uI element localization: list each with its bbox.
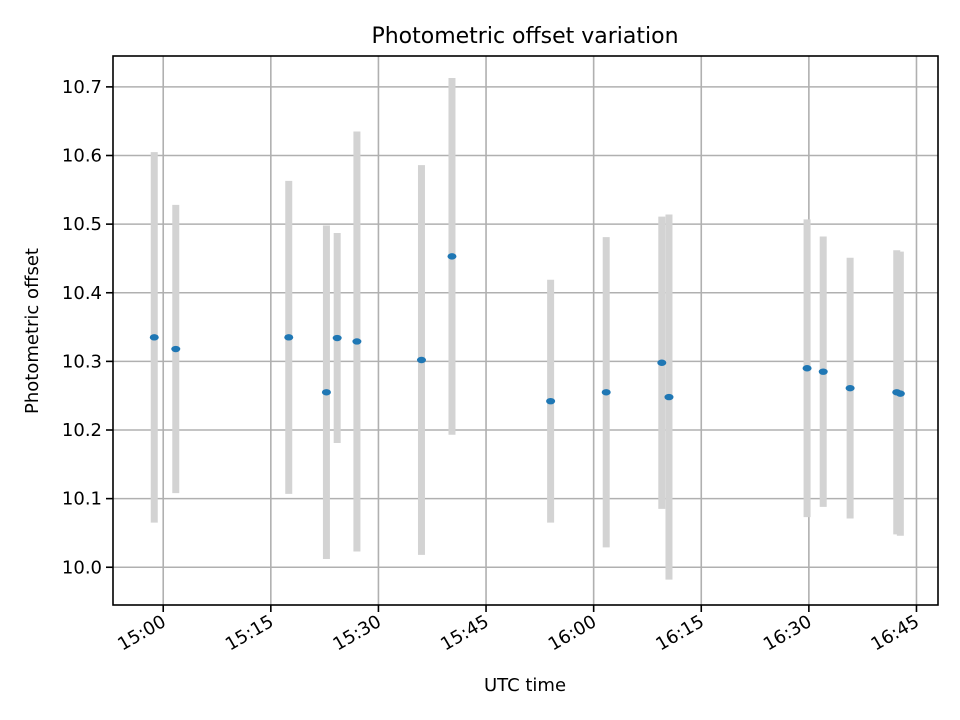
- data-point: [546, 397, 556, 405]
- data-point: [447, 253, 457, 260]
- data-point: [845, 384, 855, 392]
- data-points: [149, 253, 905, 405]
- data-point: [802, 365, 812, 372]
- y-axis-label: Photometric offset: [22, 248, 43, 414]
- y-tick-label: 10.3: [62, 351, 102, 372]
- grid: [113, 56, 938, 605]
- y-tick-label: 10.0: [62, 557, 102, 578]
- data-point: [332, 334, 342, 342]
- data-point: [657, 359, 667, 366]
- y-tick-label: 10.2: [62, 420, 102, 441]
- data-point: [171, 345, 181, 353]
- y-tick-label: 10.4: [62, 283, 102, 304]
- data-point: [895, 390, 905, 397]
- data-point: [818, 368, 828, 375]
- data-point: [664, 393, 674, 401]
- chart-title: Photometric offset variation: [371, 24, 678, 49]
- y-tick-label: 10.7: [62, 77, 102, 98]
- data-point: [284, 334, 294, 341]
- data-point: [321, 389, 331, 396]
- y-tick-label: 10.1: [62, 489, 102, 510]
- y-tick-label: 10.6: [62, 146, 102, 167]
- y-tick-label: 10.5: [62, 214, 102, 235]
- data-point: [601, 389, 611, 396]
- data-point: [352, 338, 362, 345]
- plot-frame: [112, 55, 939, 606]
- x-axis-label: UTC time: [484, 675, 566, 696]
- data-point: [149, 334, 159, 341]
- data-point: [416, 356, 426, 364]
- y-axis-ticks: 10.0 10.1 10.2 10.3 10.4 10.5 10.6 10.7: [62, 77, 113, 578]
